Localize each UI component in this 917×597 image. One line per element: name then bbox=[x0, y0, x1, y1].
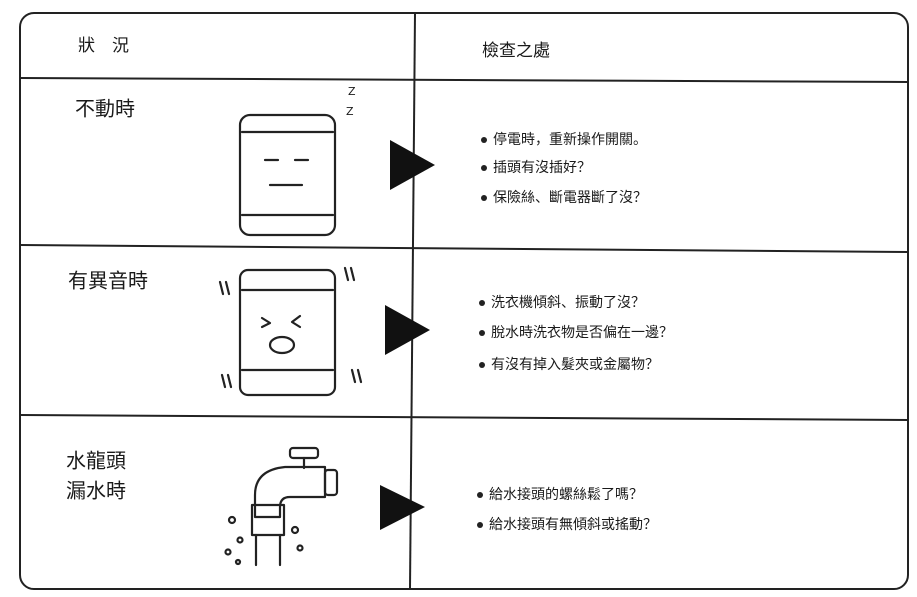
arrow bbox=[385, 305, 430, 355]
header-condition: 狀 況 bbox=[78, 36, 129, 56]
check-list: 停電時，重新操作開關。 插頭有沒插好？ 保險絲、斷電器斷了沒？ bbox=[481, 131, 647, 206]
check-list: 給水接頭的螺絲鬆了嗎？ 給水接頭有無傾斜或搖動？ bbox=[477, 486, 657, 533]
column-divider bbox=[409, 12, 416, 590]
check-item: 洗衣機傾斜、振動了沒？ bbox=[491, 294, 645, 311]
check-item: 保險絲、斷電器斷了沒？ bbox=[493, 189, 647, 206]
faucet-icon bbox=[224, 446, 339, 567]
check-item: 給水接頭有無傾斜或搖動？ bbox=[489, 516, 657, 533]
check-item: 停電時，重新操作開關。 bbox=[493, 131, 647, 148]
table-border bbox=[19, 12, 909, 590]
row-divider bbox=[19, 77, 909, 83]
arrow bbox=[380, 485, 425, 530]
washer-sleeping-icon: ZZ bbox=[238, 85, 356, 237]
header-check: 檢查之處 bbox=[482, 41, 550, 61]
washer-noisy-icon bbox=[218, 266, 363, 397]
condition-label: 不動時 bbox=[75, 97, 135, 121]
condition-label: 水龍頭 bbox=[66, 449, 126, 473]
check-item: 有沒有掉入髮夾或金屬物？ bbox=[491, 356, 659, 373]
condition-label: 有異音時 bbox=[68, 269, 148, 293]
check-item: 脫水時洗衣物是否偏在一邊？ bbox=[491, 325, 673, 341]
row-divider bbox=[19, 244, 909, 253]
check-item: 插頭有沒插好？ bbox=[493, 159, 591, 176]
check-item: 給水接頭的螺絲鬆了嗎？ bbox=[489, 486, 643, 503]
row-divider bbox=[19, 414, 909, 421]
svg-text:Z: Z bbox=[346, 105, 354, 118]
condition-label: 漏水時 bbox=[66, 479, 126, 503]
arrow bbox=[390, 140, 435, 190]
check-list: 洗衣機傾斜、振動了沒？ 脫水時洗衣物是否偏在一邊？ 有沒有掉入髮夾或金屬物？ bbox=[479, 294, 673, 373]
svg-text:Z: Z bbox=[348, 85, 356, 98]
